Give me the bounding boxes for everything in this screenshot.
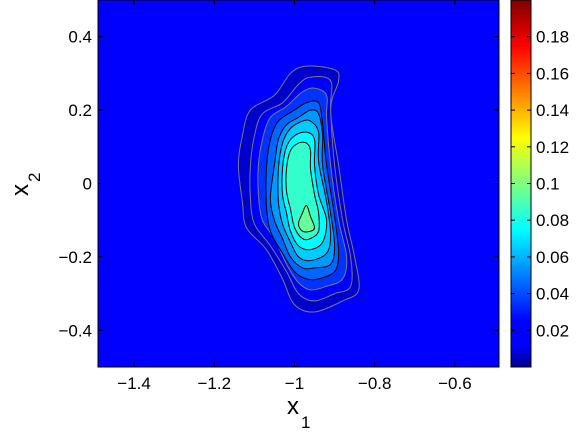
colorbar-tick-label: 0.14 — [536, 101, 569, 120]
contour-layer — [237, 65, 360, 313]
colorbar-tick-label: 0.12 — [536, 138, 569, 157]
x-tick-label: −1.2 — [198, 374, 232, 393]
x-tick-label: −1 — [285, 374, 304, 393]
y-tick-label: −0.2 — [58, 248, 92, 267]
x-tick-label: −0.8 — [358, 374, 392, 393]
contour-level-8 — [285, 141, 320, 241]
y-tick-label: 0.4 — [68, 28, 92, 47]
colorbar-tick-label: 0.02 — [536, 321, 569, 340]
colorbar-tick-label: 0.06 — [536, 248, 569, 267]
x-axis-label-subscript: 1 — [301, 413, 310, 432]
y-tick-label: 0.2 — [68, 101, 92, 120]
x-axis-label-base: x — [287, 393, 299, 420]
colorbar-tick-label: 0.18 — [536, 28, 569, 47]
colorbar: 0.02 0.04 0.06 0.08 0.1 0.12 0.14 0.16 0.18 — [510, 0, 569, 368]
x-axis: −1.4 −1.2 −1 −0.8 −0.6 — [117, 0, 472, 393]
y-axis-label-base: x — [7, 184, 34, 196]
y-tick-label: −0.4 — [58, 321, 92, 340]
plot-area — [97, 0, 500, 368]
colorbar-tick-label: 0.08 — [536, 211, 569, 230]
colorbar-gradient — [511, 0, 531, 367]
x-axis-label: x 1 — [287, 393, 310, 432]
y-axis-label-subscript: 2 — [25, 173, 44, 182]
y-axis-label: x 2 — [7, 173, 44, 196]
colorbar-tick-label: 0.04 — [536, 285, 569, 304]
colorbar-ticks: 0.02 0.04 0.06 0.08 0.1 0.12 0.14 0.16 0.18 — [511, 28, 569, 340]
colorbar-tick-label: 0.1 — [536, 175, 560, 194]
y-tick-label: 0 — [83, 175, 92, 194]
y-axis: 0.4 0.2 0 −0.2 −0.4 — [58, 28, 499, 340]
colorbar-tick-label: 0.16 — [536, 64, 569, 83]
contour-level-9 — [297, 204, 316, 233]
x-tick-label: −0.6 — [438, 374, 472, 393]
x-tick-label: −1.4 — [117, 374, 151, 393]
